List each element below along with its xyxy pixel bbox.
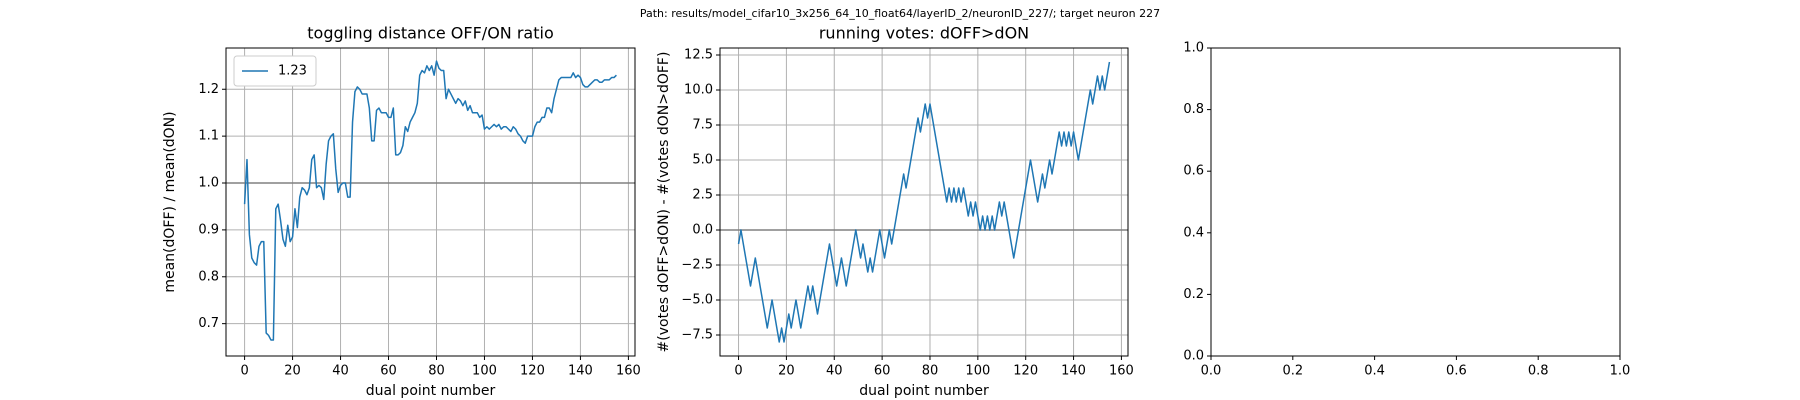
- x-tick-label: 160: [616, 364, 641, 379]
- y-tick-label: 10.0: [684, 83, 713, 98]
- y-tick-label: 0.2: [1183, 287, 1204, 302]
- x-tick-label: 1.0: [1610, 364, 1631, 379]
- axes-background: [226, 48, 635, 356]
- y-tick-label: 1.1: [198, 129, 219, 144]
- y-axis-label: mean(dOFF) / mean(dON): [162, 111, 178, 292]
- x-tick-label: 120: [1013, 364, 1038, 379]
- y-tick-label: 0.8: [1183, 102, 1204, 117]
- data-line: [737, 61, 1111, 343]
- axes-background: [720, 48, 1128, 356]
- x-tick-label: 120: [520, 364, 545, 379]
- y-tick-label: −5.0: [681, 293, 713, 308]
- y-tick-label: 7.5: [692, 118, 713, 133]
- x-tick-label: 140: [568, 364, 593, 379]
- y-tick-label: 0.9: [198, 222, 219, 237]
- x-tick-label: 0.4: [1364, 364, 1385, 379]
- suptitle: Path: results/model_cifar10_3x256_64_10_…: [640, 7, 1160, 20]
- y-tick-label: 0.4: [1183, 225, 1204, 240]
- axes-background: [1211, 48, 1620, 356]
- axes-frame: [719, 47, 1129, 357]
- axes-frame: [225, 47, 636, 357]
- y-tick-label: 0.0: [692, 223, 713, 238]
- data-line: [243, 60, 617, 341]
- y-tick-label: 1.2: [198, 82, 219, 97]
- x-tick-label: 80: [922, 364, 939, 379]
- y-tick-label: 0.6: [1183, 164, 1204, 179]
- y-tick-label: 5.0: [692, 153, 713, 168]
- legend-box: [233, 55, 317, 87]
- y-tick-label: 0.8: [198, 269, 219, 284]
- y-axis-label: #(votes dOFF>dON) - #(votes dON>dOFF): [656, 52, 672, 353]
- y-tick-label: −2.5: [681, 258, 713, 273]
- x-tick-label: 0.0: [1201, 364, 1222, 379]
- axes-title: running votes: dOFF>dON: [819, 24, 1029, 43]
- x-tick-label: 0: [734, 364, 742, 379]
- x-tick-label: 0.8: [1528, 364, 1549, 379]
- y-tick-label: 1.0: [198, 176, 219, 191]
- y-tick-label: 2.5: [692, 188, 713, 203]
- y-tick-label: 0.7: [198, 316, 219, 331]
- y-tick-label: −7.5: [681, 328, 713, 343]
- x-tick-label: 80: [428, 364, 445, 379]
- x-tick-label: 40: [332, 364, 349, 379]
- y-tick-label: 0.0: [1183, 349, 1204, 364]
- x-tick-label: 0.6: [1446, 364, 1467, 379]
- x-tick-label: 160: [1109, 364, 1134, 379]
- x-tick-label: 0: [240, 364, 248, 379]
- x-tick-label: 40: [826, 364, 843, 379]
- legend-label: 1.23: [278, 64, 307, 79]
- y-tick-label: 12.5: [684, 48, 713, 63]
- x-tick-label: 140: [1061, 364, 1086, 379]
- x-tick-label: 0.2: [1282, 364, 1303, 379]
- x-axis-label: dual point number: [859, 383, 989, 399]
- axes-frame: [1210, 47, 1621, 357]
- x-tick-label: 60: [380, 364, 397, 379]
- y-tick-label: 1.0: [1183, 41, 1204, 56]
- x-tick-label: 100: [965, 364, 990, 379]
- x-tick-label: 100: [472, 364, 497, 379]
- x-tick-label: 60: [874, 364, 891, 379]
- axes-title: toggling distance OFF/ON ratio: [307, 24, 553, 43]
- x-tick-label: 20: [284, 364, 301, 379]
- x-tick-label: 20: [778, 364, 795, 379]
- x-axis-label: dual point number: [366, 383, 496, 399]
